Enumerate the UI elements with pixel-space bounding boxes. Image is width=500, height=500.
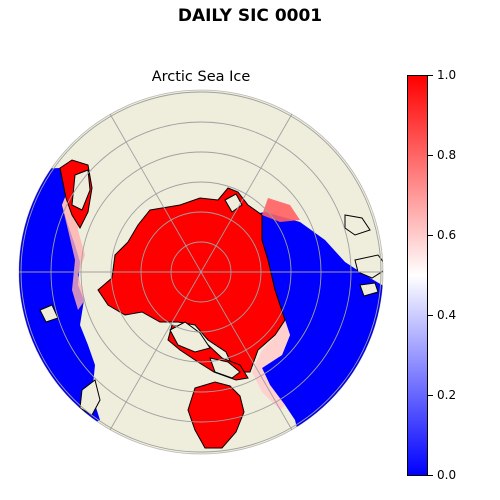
colorbar-label-0.2: 0.2 (437, 388, 457, 402)
figure-suptitle: DAILY SIC 0001 (177, 6, 323, 26)
small-island-land (359, 282, 379, 297)
baffin-island-land (209, 357, 241, 379)
colorbar-label-0: 0.0 (437, 468, 457, 482)
colorbar (407, 75, 428, 476)
hudson-bay-ice (187, 381, 245, 449)
colorbar-label-0.6: 0.6 (437, 228, 457, 242)
east-island-land (344, 214, 371, 236)
ellesmere-land (169, 321, 211, 353)
map-disk (19, 90, 383, 454)
colorbar-label-0.4: 0.4 (437, 308, 457, 322)
colorbar-tick (428, 155, 433, 156)
colorbar-tick (428, 235, 433, 236)
map-boundary (18, 89, 384, 455)
colorbar-tick (428, 75, 433, 76)
ice-edge-west (62, 185, 85, 310)
colorbar-tick (428, 315, 433, 316)
greenland-land (71, 169, 91, 211)
gridlines (19, 91, 383, 453)
colorbar-label-1.0: 1.0 (437, 68, 457, 82)
map-title: Arctic Sea Ice (151, 69, 251, 85)
colorbar-label-0.8: 0.8 (437, 148, 457, 162)
colorbar-tick (428, 475, 433, 476)
colorbar-tick (428, 395, 433, 396)
